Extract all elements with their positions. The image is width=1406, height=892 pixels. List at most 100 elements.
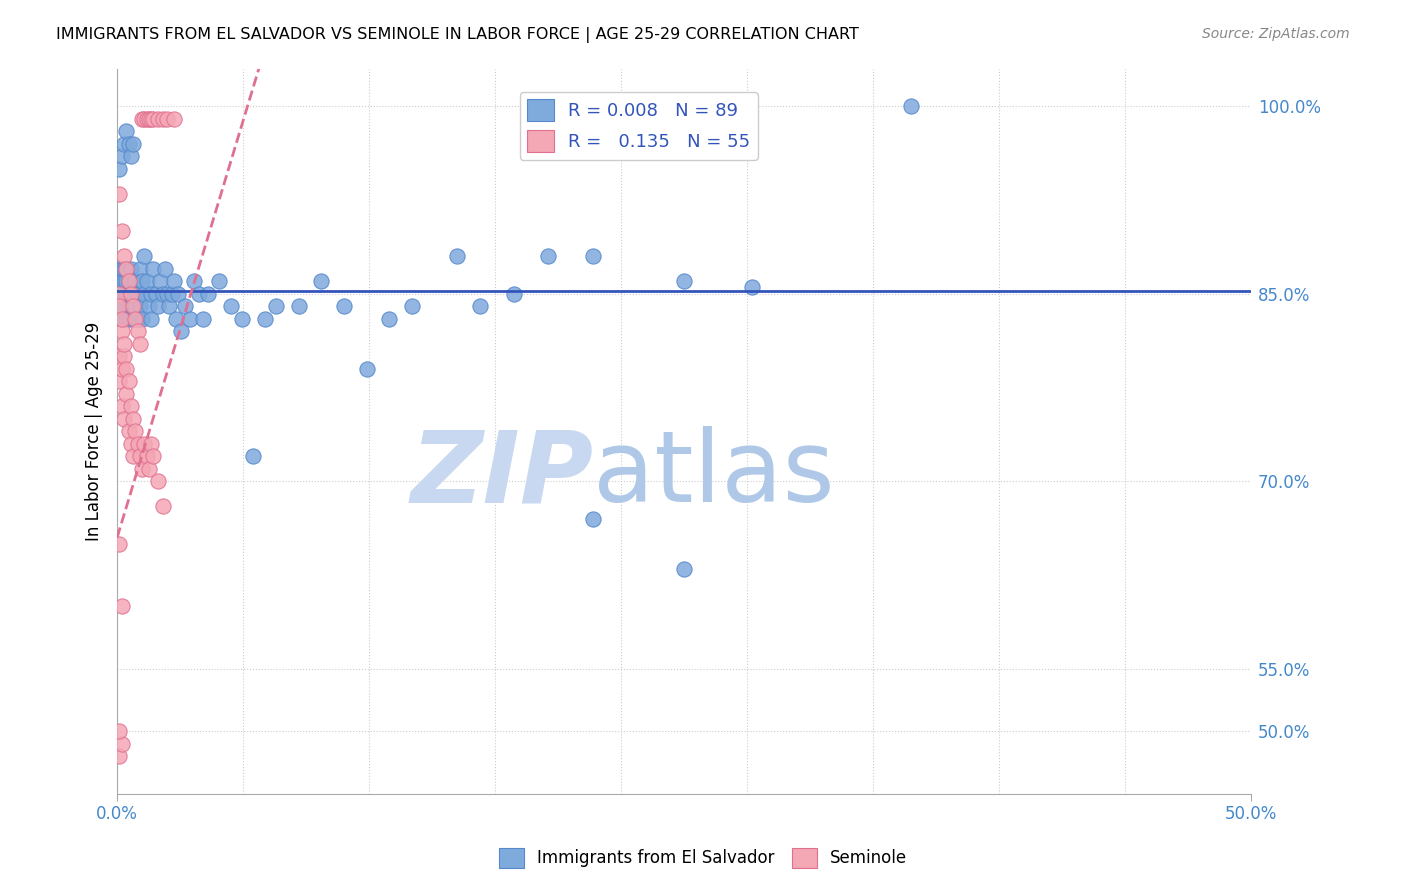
Point	[122, 311, 145, 326]
Point	[138, 299, 160, 313]
Point	[115, 261, 138, 276]
Point	[146, 474, 169, 488]
Point	[503, 286, 526, 301]
Point	[149, 274, 172, 288]
Point	[446, 249, 468, 263]
Point	[124, 311, 146, 326]
Point	[135, 274, 157, 288]
Point	[141, 286, 163, 301]
Point	[117, 299, 139, 313]
Point	[108, 274, 131, 288]
Point	[152, 286, 174, 301]
Point	[142, 449, 165, 463]
Point	[108, 286, 131, 301]
Point	[287, 299, 309, 313]
Point	[115, 311, 138, 326]
Text: Source: ZipAtlas.com: Source: ZipAtlas.com	[1202, 27, 1350, 41]
Point	[145, 286, 167, 301]
Point	[120, 286, 142, 301]
Point	[115, 124, 138, 138]
Point	[115, 386, 138, 401]
Point	[356, 361, 378, 376]
Point	[165, 311, 187, 326]
Point	[128, 336, 150, 351]
Point	[108, 261, 131, 276]
Point	[124, 299, 146, 313]
Point	[122, 136, 145, 151]
Point	[128, 449, 150, 463]
Point	[112, 274, 135, 288]
Point	[108, 374, 131, 388]
Point	[131, 274, 153, 288]
Point	[112, 261, 135, 276]
Point	[108, 536, 131, 550]
Point	[135, 449, 157, 463]
Point	[131, 461, 153, 475]
Point	[108, 161, 131, 176]
Point	[169, 324, 191, 338]
Point	[142, 261, 165, 276]
Point	[115, 361, 138, 376]
Point	[127, 324, 149, 338]
Point	[120, 261, 142, 276]
Point	[160, 286, 183, 301]
Point	[134, 112, 156, 126]
Point	[672, 274, 695, 288]
Point	[111, 286, 134, 301]
Point	[120, 399, 142, 413]
Point	[156, 286, 179, 301]
Point	[111, 274, 134, 288]
Point	[122, 274, 145, 288]
Point	[117, 136, 139, 151]
Point	[138, 112, 160, 126]
Point	[183, 274, 205, 288]
Point	[108, 724, 131, 739]
Point	[127, 286, 149, 301]
Point	[146, 112, 169, 126]
Point	[117, 274, 139, 288]
Point	[115, 286, 138, 301]
Point	[741, 280, 763, 294]
Point	[122, 411, 145, 425]
Point	[193, 311, 215, 326]
Point	[120, 299, 142, 313]
Point	[111, 261, 134, 276]
Point	[111, 224, 134, 238]
Point	[112, 286, 135, 301]
Point	[117, 274, 139, 288]
Text: ZIP: ZIP	[411, 426, 593, 523]
Point	[108, 299, 131, 313]
Point	[152, 499, 174, 513]
Point	[111, 149, 134, 163]
Point	[111, 311, 134, 326]
Point	[135, 112, 157, 126]
Point	[127, 436, 149, 450]
Point	[112, 311, 135, 326]
Point	[111, 299, 134, 313]
Point	[112, 136, 135, 151]
Point	[309, 274, 332, 288]
Point	[134, 436, 156, 450]
Point	[231, 311, 253, 326]
Point	[401, 299, 423, 313]
Legend: R = 0.008   N = 89, R =   0.135   N = 55: R = 0.008 N = 89, R = 0.135 N = 55	[520, 92, 758, 160]
Point	[900, 99, 922, 113]
Point	[131, 311, 153, 326]
Point	[156, 112, 179, 126]
Point	[128, 261, 150, 276]
Point	[112, 349, 135, 363]
Point	[127, 311, 149, 326]
Point	[117, 424, 139, 438]
Point	[128, 299, 150, 313]
Text: atlas: atlas	[593, 426, 835, 523]
Text: IMMIGRANTS FROM EL SALVADOR VS SEMINOLE IN LABOR FORCE | AGE 25-29 CORRELATION C: IMMIGRANTS FROM EL SALVADOR VS SEMINOLE …	[56, 27, 859, 43]
Point	[108, 186, 131, 201]
Point	[141, 112, 163, 126]
Point	[157, 299, 180, 313]
Point	[582, 511, 605, 525]
Point	[174, 299, 197, 313]
Point	[152, 112, 174, 126]
Point	[179, 311, 201, 326]
Point	[115, 274, 138, 288]
Point	[146, 299, 169, 313]
